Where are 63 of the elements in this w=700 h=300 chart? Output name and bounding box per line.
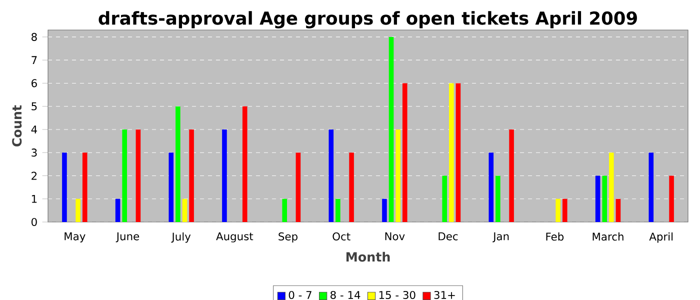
bar: [449, 83, 454, 222]
bar: [115, 198, 120, 222]
bar: [168, 152, 174, 222]
bar: [82, 152, 88, 222]
x-tick-label: Nov: [385, 232, 405, 240]
bar: [616, 198, 621, 222]
y-tick-label: 1: [32, 194, 37, 203]
y-tick-label: 2: [32, 172, 37, 180]
bar: [222, 129, 227, 222]
bar: [396, 129, 400, 222]
x-tick-label: Dec: [438, 232, 458, 240]
bar: [282, 198, 288, 222]
chart-title: drafts-approval Age groups of open tickets April 2009: [98, 11, 637, 28]
bar: [76, 198, 80, 222]
y-tick-label: 8: [32, 32, 37, 41]
bar: [602, 176, 608, 222]
y-tick-label: 4: [31, 126, 37, 134]
x-axis-title: Month: [346, 252, 390, 262]
x-tick-label: Sep: [278, 232, 298, 243]
bar: [442, 176, 447, 222]
x-tick-label: June: [116, 232, 140, 242]
bar: [189, 129, 194, 222]
bar: [176, 106, 180, 222]
x-tick-label: May: [64, 232, 86, 242]
bar: [242, 106, 248, 222]
bar: [382, 198, 387, 222]
bar: [122, 129, 127, 222]
x-tick-label: March: [592, 232, 624, 241]
y-tick-label: 0: [32, 218, 37, 226]
x-tick-label: April: [649, 232, 673, 243]
bar: [182, 198, 188, 222]
bar: [496, 176, 500, 222]
bar: [336, 198, 340, 222]
y-tick-label: 7: [32, 56, 37, 64]
legend-label: 0 - 7: [288, 290, 312, 300]
bar: [402, 83, 408, 222]
bar: [595, 176, 600, 222]
legend-label: 31+: [434, 290, 455, 300]
x-tick-label: Jan: [492, 232, 509, 242]
y-tick-label: 3: [32, 148, 37, 157]
y-tick-label: 6: [32, 79, 37, 88]
bar: [669, 176, 674, 222]
bar: [62, 152, 67, 222]
bar: [328, 129, 334, 222]
bar: [556, 198, 560, 222]
x-tick-label: August: [216, 232, 254, 242]
y-axis-title: Count: [12, 105, 22, 146]
legend-label: 15 - 30: [379, 290, 416, 300]
bar: [388, 36, 394, 222]
legend-label: 8 - 14: [330, 290, 360, 300]
y-tick-label: 5: [32, 102, 37, 110]
x-tick-label: Feb: [546, 232, 564, 241]
bar: [136, 129, 141, 222]
bar: [296, 152, 301, 222]
bar: [509, 129, 514, 222]
x-tick-label: July: [171, 232, 191, 243]
bar: [488, 152, 494, 222]
bar: [456, 83, 461, 222]
bar: [349, 152, 354, 222]
x-tick-label: Oct: [332, 232, 350, 240]
bar: [609, 152, 614, 222]
bar: [648, 152, 654, 222]
bar: [562, 198, 568, 222]
